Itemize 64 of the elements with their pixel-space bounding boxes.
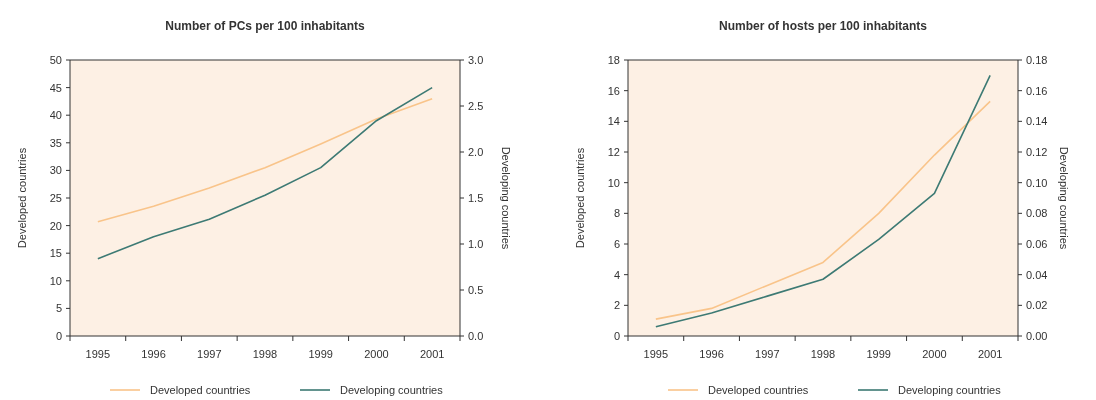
y-tick-label: 2 <box>613 299 620 312</box>
line-series <box>97 97 433 223</box>
y2-tick-label: 0.12 <box>1026 146 1048 158</box>
x-tick-label: 2000 <box>922 348 947 360</box>
y-tick-label: 12 <box>607 146 620 158</box>
y2-axis-title: Developing countries <box>500 146 512 250</box>
y2-tick-label: 0.10 <box>1026 176 1048 189</box>
y-tick-label: 0 <box>613 330 620 342</box>
y2-tick-label: 0.16 <box>1026 84 1048 97</box>
x-tick-label: 2000 <box>364 348 389 360</box>
x-tick-label: 2001 <box>977 348 1003 360</box>
y-tick-label: 8 <box>613 207 620 220</box>
y2-tick-label: 0.0 <box>468 330 484 342</box>
x-tick-label: 1999 <box>308 348 333 360</box>
y-tick-label: 18 <box>607 54 620 66</box>
y2-tick-label: 0.06 <box>1026 238 1048 250</box>
y-tick-label: 40 <box>49 109 62 122</box>
y-tick-label: 25 <box>49 192 62 204</box>
y2-tick-label: 0.5 <box>468 284 484 296</box>
y2-axis-title: Developing countries <box>1058 146 1070 250</box>
y-tick-label: 20 <box>49 219 62 232</box>
y2-tick-label: 0.18 <box>1026 54 1048 66</box>
y2-tick-label: 0.08 <box>1026 207 1048 220</box>
y-tick-label: 10 <box>49 274 62 287</box>
y2-tick-label: 0.00 <box>1026 330 1048 342</box>
y2-tick-label: 0.02 <box>1026 299 1048 312</box>
x-tick-label: 1998 <box>252 348 278 360</box>
x-tick-label: 2001 <box>419 348 445 360</box>
y-tick-label: 45 <box>49 81 62 94</box>
y2-tick-label: 1.5 <box>468 192 484 204</box>
y-axis-title: Developed countries <box>574 147 586 249</box>
x-tick-label: 1997 <box>197 348 222 360</box>
y-tick-label: 4 <box>613 268 620 281</box>
y-tick-label: 16 <box>607 84 620 97</box>
y2-tick-label: 0.14 <box>1026 115 1048 128</box>
legend-label: Developed countries <box>708 384 809 396</box>
y-tick-label: 5 <box>55 302 62 315</box>
x-tick-label: 1999 <box>866 348 891 360</box>
y2-tick-label: 3.0 <box>468 54 484 66</box>
x-tick-label: 1995 <box>643 348 669 360</box>
y-axis-title: Developed countries <box>16 147 28 249</box>
y-tick-label: 0 <box>55 330 62 342</box>
x-tick-label: 1995 <box>85 348 111 360</box>
x-tick-label: 1997 <box>755 348 780 360</box>
x-tick-label: 1996 <box>699 348 724 360</box>
y-tick-label: 10 <box>607 176 620 189</box>
y-tick-label: 14 <box>607 115 620 128</box>
y-tick-label: 30 <box>49 164 62 177</box>
chart-title: Number of hosts per 100 inhabitants <box>718 19 928 33</box>
y2-tick-label: 0.04 <box>1026 268 1048 281</box>
x-tick-label: 1996 <box>141 348 166 360</box>
x-tick-label: 1998 <box>810 348 836 360</box>
y2-tick-label: 2.0 <box>468 146 484 158</box>
legend-label: Developing countries <box>340 384 444 396</box>
chart-title: Number of PCs per 100 inhabitants <box>165 19 366 33</box>
legend-label: Developed countries <box>150 384 251 396</box>
y2-tick-label: 1.0 <box>468 238 484 250</box>
line-series <box>97 86 433 260</box>
legend-label: Developing countries <box>898 384 1002 396</box>
y-tick-label: 6 <box>613 238 620 250</box>
y2-tick-label: 2.5 <box>468 100 484 112</box>
y-tick-label: 15 <box>49 247 62 260</box>
y-tick-label: 35 <box>49 136 62 149</box>
y-tick-label: 50 <box>49 54 62 66</box>
